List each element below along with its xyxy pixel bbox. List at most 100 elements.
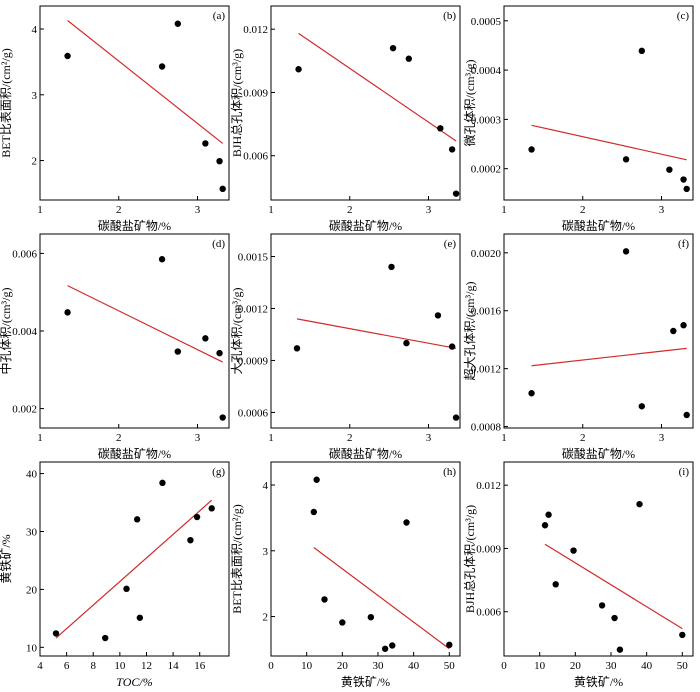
data-point [452,190,460,197]
x-tick-label: 50 [677,660,689,672]
data-point [389,44,397,52]
x-tick-label: 3 [426,432,432,444]
chart-panel: 0 10 20 30 40 50 2 3 4 (h) 黄铁矿/% BET比表面积/(cm²/g) [230,461,461,689]
y-tick-label: 40 [26,469,38,481]
y-axis-title: BET比表面积/(cm²/g) [0,48,13,158]
y-tick-label: 0.0002 [471,164,501,176]
x-tick-label: 10 [301,660,313,672]
plot-frame [39,5,230,201]
panel-label: (h) [443,466,456,478]
data-point [683,185,690,193]
data-point [638,403,646,410]
data-point [158,63,166,70]
chart-panel: 1 2 3 0.002 0.004 0.006 (d) 碳酸盐矿物/% 中孔体积/(cm³/g) [0,233,230,461]
x-tick-label: 30 [372,660,384,672]
plot-frame [270,461,461,657]
trend-line [531,124,687,161]
x-tick-label: 1 [268,432,274,444]
data-point [545,511,552,518]
data-point [102,634,109,642]
y-tick-label: 2 [32,156,38,168]
x-tick-label: 16 [194,660,206,672]
x-axis-title: 碳酸盐矿物/% [562,446,635,461]
panel-label: (g) [212,466,225,478]
data-point [339,619,346,626]
panel-label: (d) [212,238,225,250]
trend-line [313,547,450,650]
x-axis-title: 碳酸盐矿物/% [562,218,635,233]
x-tick-label: 3 [659,432,665,444]
y-tick-label: 10 [26,642,38,654]
data-point [638,47,646,55]
y-tick-label: 0.0006 [238,407,269,419]
x-tick-label: 30 [605,660,617,672]
x-tick-label: 2 [347,432,353,444]
data-point [159,479,166,487]
plot-frame [503,461,694,657]
x-axis-title: 碳酸盐矿物/% [329,218,402,233]
x-tick-label: 50 [444,660,456,672]
y-axis-title: 微孔体积/(cm³/g) [463,60,477,147]
data-point [670,327,677,335]
panel-label: (e) [444,238,457,250]
x-axis-title: 黄铁矿/% [341,675,390,689]
data-point [616,646,624,653]
data-point [136,614,144,621]
data-point [187,536,194,544]
chart-panel: 4 6 8 10 12 14 16 10 20 30 40 (g) TOC/% 黄铁矿/% [0,461,230,689]
x-tick-label: 8 [90,660,96,672]
x-tick-label: 2 [116,432,122,444]
data-point [52,630,60,637]
trend-line [544,543,683,630]
panel-label: (f) [678,238,689,250]
trend-line [67,19,224,144]
x-tick-label: 3 [659,204,665,216]
x-tick-label: 20 [570,660,582,672]
data-point [310,508,317,516]
data-point [219,185,226,193]
y-tick-label: 0.0020 [471,248,502,260]
y-tick-label: 20 [26,584,38,596]
data-point [528,146,535,153]
data-point [622,156,630,163]
data-point [216,349,223,357]
x-tick-label: 4 [37,660,43,672]
data-point [295,66,302,73]
x-axis-title: TOC/% [116,675,152,689]
y-tick-label: 30 [26,526,38,538]
x-tick-label: 2 [116,204,122,216]
x-tick-label: 40 [408,660,420,672]
x-axis-title: 黄铁矿/% [574,675,623,689]
y-tick-label: 0.006 [12,248,37,260]
x-tick-label: 10 [534,660,546,672]
data-point [452,414,460,421]
chart-panel: 1 2 3 2 3 4 (a) 碳酸盐矿物/% BET比表面积/(cm²/g) [0,5,230,233]
y-tick-label: 0.0003 [471,114,502,126]
panel-label: (i) [679,466,690,478]
x-tick-label: 10 [114,660,126,672]
x-tick-label: 1 [268,204,274,216]
y-tick-label: 3 [263,546,269,558]
data-point [123,585,130,593]
data-point [133,516,141,523]
plot-frame [270,5,461,201]
y-tick-label: 0.0012 [238,303,268,315]
x-axis-title: 碳酸盐矿物/% [98,446,171,461]
data-point [174,348,182,355]
data-point [636,500,643,508]
y-axis-title: 大孔体积/(cm³/g) [230,288,244,375]
panel-label: (b) [443,10,456,22]
y-tick-label: 0.002 [12,404,37,416]
plot-frame [270,233,461,429]
data-point [158,256,166,263]
x-tick-label: 3 [195,204,201,216]
data-point [202,140,209,147]
data-point [598,602,606,609]
data-point [216,158,223,165]
chart-panel: 1 2 3 0.0002 0.0003 0.0004 0.0005 (c) 碳酸盐矿物/% 微孔体… [463,5,694,233]
y-axis-title: 黄铁矿/% [0,534,13,583]
y-tick-label: 0.009 [476,543,501,555]
x-tick-label: 0 [268,660,274,672]
plot-frame [503,5,694,201]
x-tick-label: 2 [580,204,586,216]
